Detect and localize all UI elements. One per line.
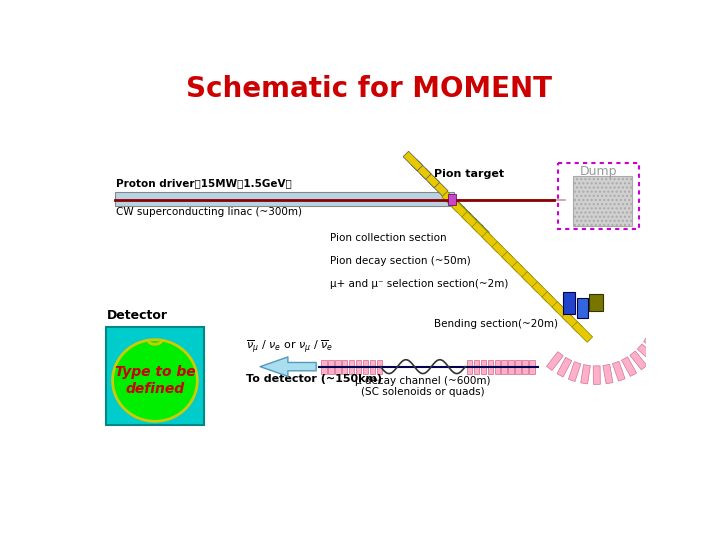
Bar [370,360,375,374]
Bar [501,360,507,374]
Bar [467,212,477,222]
Bar [644,336,663,352]
Bar [481,360,486,374]
Text: Type to be
defined: Type to be defined [114,366,195,396]
Bar [420,168,440,188]
Text: μ+ and μ⁻ selection section(~2m): μ+ and μ⁻ selection section(~2m) [330,279,509,289]
Bar [377,360,382,374]
Bar [461,206,471,216]
Bar [581,364,590,384]
Bar [321,360,327,374]
Text: CW superconducting linac (~300m): CW superconducting linac (~300m) [117,207,302,217]
Bar [652,284,672,295]
Bar [482,232,503,252]
Text: Pion collection section: Pion collection section [330,233,447,242]
Bar [562,312,582,332]
Bar [522,272,543,292]
FancyArrowPatch shape [260,357,316,376]
Bar [512,261,533,282]
Text: Pion decay section (~50m): Pion decay section (~50m) [330,256,472,266]
Bar [652,318,672,329]
Bar [573,176,632,226]
Bar [557,357,572,377]
Bar [522,360,528,374]
Bar [572,322,593,342]
Bar [474,360,479,374]
Bar [621,357,636,376]
Text: $\overline{\nu}_{\mu}$ / $\nu_e$ or $\nu_{\mu}$ / $\overline{\nu}_e$: $\overline{\nu}_{\mu}$ / $\nu_e$ or $\nu… [246,339,333,356]
Bar [335,360,341,374]
Text: Schematic for MOMENT: Schematic for MOMENT [186,76,552,104]
Bar [589,294,603,311]
Bar [492,241,513,262]
Bar [516,360,521,374]
Bar [577,298,588,318]
Bar [467,360,472,374]
Bar [363,360,368,374]
Text: μ decay channel (~600m)
(SC solenoids or quads): μ decay channel (~600m) (SC solenoids or… [355,376,490,397]
Bar [455,200,465,210]
Bar [356,360,361,374]
Bar [462,212,482,232]
Bar [532,281,552,302]
Bar [529,360,534,374]
Bar [603,364,613,384]
Bar [480,225,490,234]
Text: Pion target: Pion target [434,169,504,179]
Bar [593,366,600,384]
Bar [474,219,483,228]
Bar [403,151,423,171]
Bar [449,194,456,205]
Bar [613,361,625,381]
Bar [472,221,492,242]
Text: Detector: Detector [107,309,168,322]
Bar [106,327,204,425]
Bar [428,177,448,196]
Bar [495,360,500,374]
Bar [552,302,572,322]
Bar [637,344,656,361]
Text: Bending section(~20m): Bending section(~20m) [434,319,559,329]
Bar [649,327,668,341]
Bar [568,362,581,381]
Bar [654,308,673,316]
Bar [630,351,647,370]
Bar [328,360,333,374]
Bar [442,192,462,212]
Bar [542,292,562,312]
Bar [502,252,523,272]
Bar [508,360,514,374]
Bar [563,292,575,314]
Text: Proton driver（15MW，1.5GeV）: Proton driver（15MW，1.5GeV） [117,178,292,188]
Bar [558,164,639,229]
Bar [487,360,493,374]
Bar [342,360,348,374]
Bar [452,201,472,222]
Ellipse shape [112,340,197,421]
Bar [546,352,563,370]
Bar [654,296,673,305]
Text: Dump: Dump [580,165,617,178]
Bar [412,160,431,179]
Bar [349,360,354,374]
Bar [115,192,454,206]
Text: To detector (~150km): To detector (~150km) [246,374,382,384]
